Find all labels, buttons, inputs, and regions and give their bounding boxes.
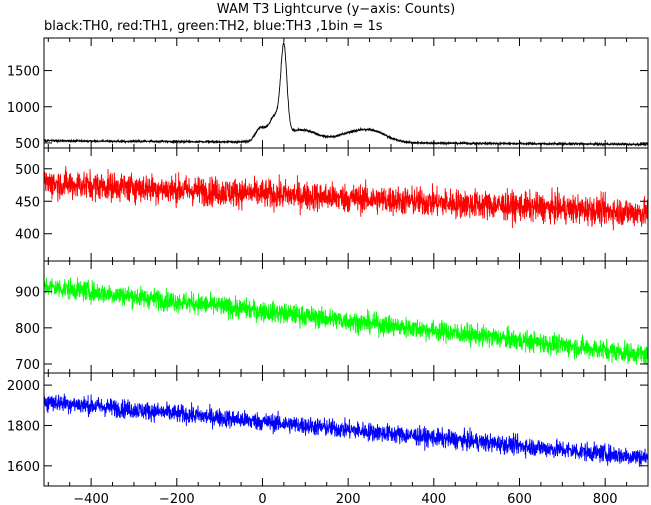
series-line-th0 bbox=[44, 42, 648, 147]
chart-title: WAM T3 Lightcurve (y−axis: Counts) bbox=[217, 2, 455, 17]
series-line-th2 bbox=[44, 277, 648, 365]
y-tick-label: 1000 bbox=[7, 101, 40, 116]
panel-frame bbox=[43, 37, 649, 149]
y-tick-label: 700 bbox=[15, 358, 40, 373]
y-tick-label: 1800 bbox=[7, 419, 40, 434]
y-tick-label: 800 bbox=[15, 322, 40, 337]
y-tick-label: 1600 bbox=[7, 460, 40, 475]
panel-th2: 700 800 900 bbox=[15, 260, 649, 374]
x-axis: −400 −200 0 200 400 600 800 bbox=[73, 492, 617, 505]
y-tick-label: 500 bbox=[15, 163, 40, 178]
panel-frame bbox=[43, 372, 649, 487]
series-line-th3 bbox=[44, 393, 648, 467]
y-tick-label: 2000 bbox=[7, 379, 40, 394]
y-tick-label: 1500 bbox=[7, 65, 40, 80]
y-tick-label: 450 bbox=[15, 195, 40, 210]
y-tick-label: 900 bbox=[15, 286, 40, 301]
x-tick-label: 600 bbox=[507, 492, 532, 505]
x-tick-label: 400 bbox=[421, 492, 446, 505]
x-tick-label: 0 bbox=[258, 492, 266, 505]
y-tick-label: 500 bbox=[15, 137, 40, 152]
x-tick-label: 800 bbox=[593, 492, 618, 505]
panel-th1: 400 450 500 bbox=[15, 147, 649, 262]
panels-layer: 500 1000 1500 400 450 500 700 800 900 1600 1800 200… bbox=[7, 37, 649, 487]
y-tick-label: 400 bbox=[15, 228, 40, 243]
x-tick-label: −200 bbox=[159, 492, 195, 505]
panel-th0: 500 1000 1500 bbox=[7, 37, 649, 152]
series-line-th1 bbox=[44, 165, 648, 231]
x-tick-label: 200 bbox=[336, 492, 361, 505]
panel-th3: 1600 1800 2000 bbox=[7, 372, 649, 487]
chart-subtitle: black:TH0, red:TH1, green:TH2, blue:TH3 … bbox=[44, 19, 383, 34]
x-tick-label: −400 bbox=[73, 492, 109, 505]
